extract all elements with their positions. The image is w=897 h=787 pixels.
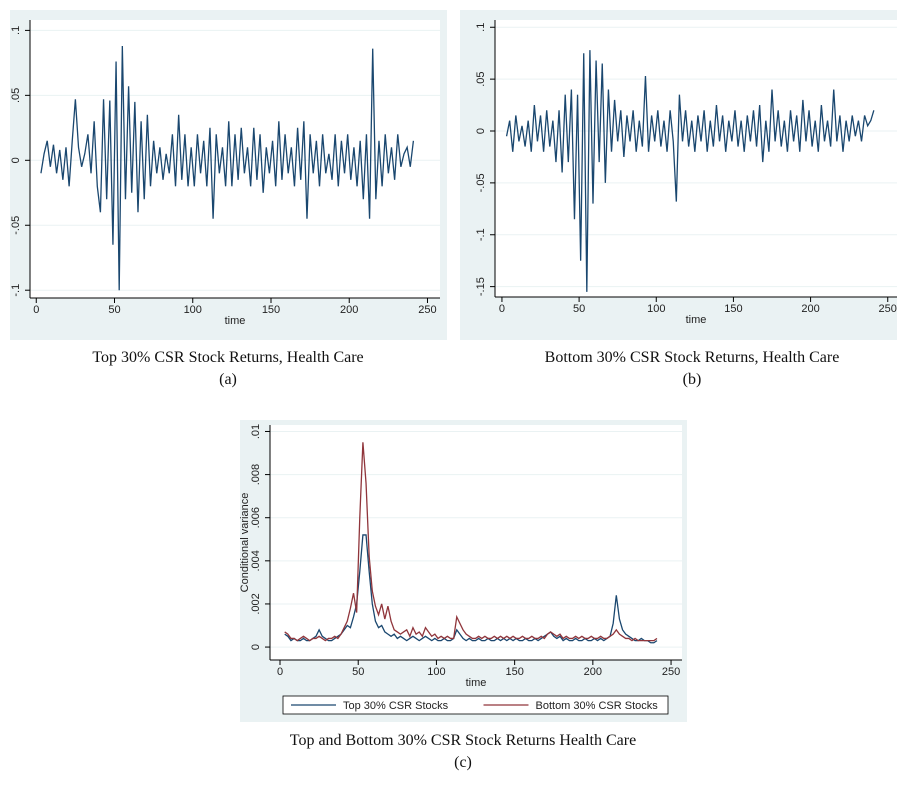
- line: [40, 45, 415, 291]
- x-tick-label: 250: [879, 303, 897, 315]
- y-tick-label: .05: [10, 88, 22, 103]
- x-tick-label: 50: [573, 303, 585, 315]
- plot-area: [30, 20, 440, 298]
- legend-label: Bottom 30% CSR Stocks: [536, 700, 659, 712]
- x-tick-label: 0: [277, 666, 283, 678]
- y-tick-label: .05: [475, 71, 487, 86]
- caption: Top and Bottom 30% CSR Stock Returns Hea…: [290, 732, 636, 749]
- y-tick-label: -.1: [475, 228, 487, 241]
- panel-label: (b): [683, 371, 702, 388]
- y-tick-label: .004: [250, 550, 262, 571]
- x-tick-label: 50: [108, 304, 120, 316]
- x-axis-label: time: [225, 315, 246, 327]
- y-tick-label: 0: [475, 128, 487, 134]
- y-tick-label: .006: [250, 507, 262, 528]
- x-tick-label: 200: [340, 304, 358, 316]
- x-tick-label: 100: [184, 304, 202, 316]
- caption: Bottom 30% CSR Stock Returns, Health Car…: [545, 349, 840, 366]
- x-tick-label: 150: [262, 304, 280, 316]
- plot-area: [270, 425, 682, 660]
- y-tick-label: -.05: [10, 216, 22, 235]
- y-tick-label: -.1: [10, 284, 22, 297]
- x-tick-label: 0: [33, 304, 39, 316]
- panel-label: (a): [219, 371, 237, 388]
- panel-label: (c): [454, 754, 472, 771]
- y-tick-label: -.15: [475, 277, 487, 296]
- caption: Top 30% CSR Stock Returns, Health Care: [92, 349, 363, 366]
- y-tick-label: .1: [10, 26, 22, 35]
- x-tick-label: 250: [662, 666, 680, 678]
- legend-label: Top 30% CSR Stocks: [343, 700, 449, 712]
- y-tick-label: .1: [475, 23, 487, 32]
- y-tick-label: -.05: [475, 173, 487, 192]
- y-tick-label: 0: [250, 644, 262, 650]
- y-axis-label: Conditional variance: [239, 493, 251, 593]
- line: [284, 442, 658, 642]
- y-tick-label: .01: [250, 424, 262, 439]
- y-tick-label: .002: [250, 593, 262, 614]
- x-tick-label: 150: [505, 666, 523, 678]
- x-tick-label: 100: [427, 666, 445, 678]
- x-axis-label: time: [466, 677, 487, 689]
- y-tick-label: .008: [250, 464, 262, 485]
- y-tick-label: 0: [10, 157, 22, 163]
- x-tick-label: 50: [352, 666, 364, 678]
- x-tick-label: 100: [647, 303, 665, 315]
- x-tick-label: 0: [499, 303, 505, 315]
- x-axis-label: time: [686, 314, 707, 326]
- x-tick-label: 200: [801, 303, 819, 315]
- line: [505, 50, 875, 292]
- x-tick-label: 150: [724, 303, 742, 315]
- x-tick-label: 200: [584, 666, 602, 678]
- x-tick-label: 250: [418, 304, 436, 316]
- legend-box: [282, 695, 669, 715]
